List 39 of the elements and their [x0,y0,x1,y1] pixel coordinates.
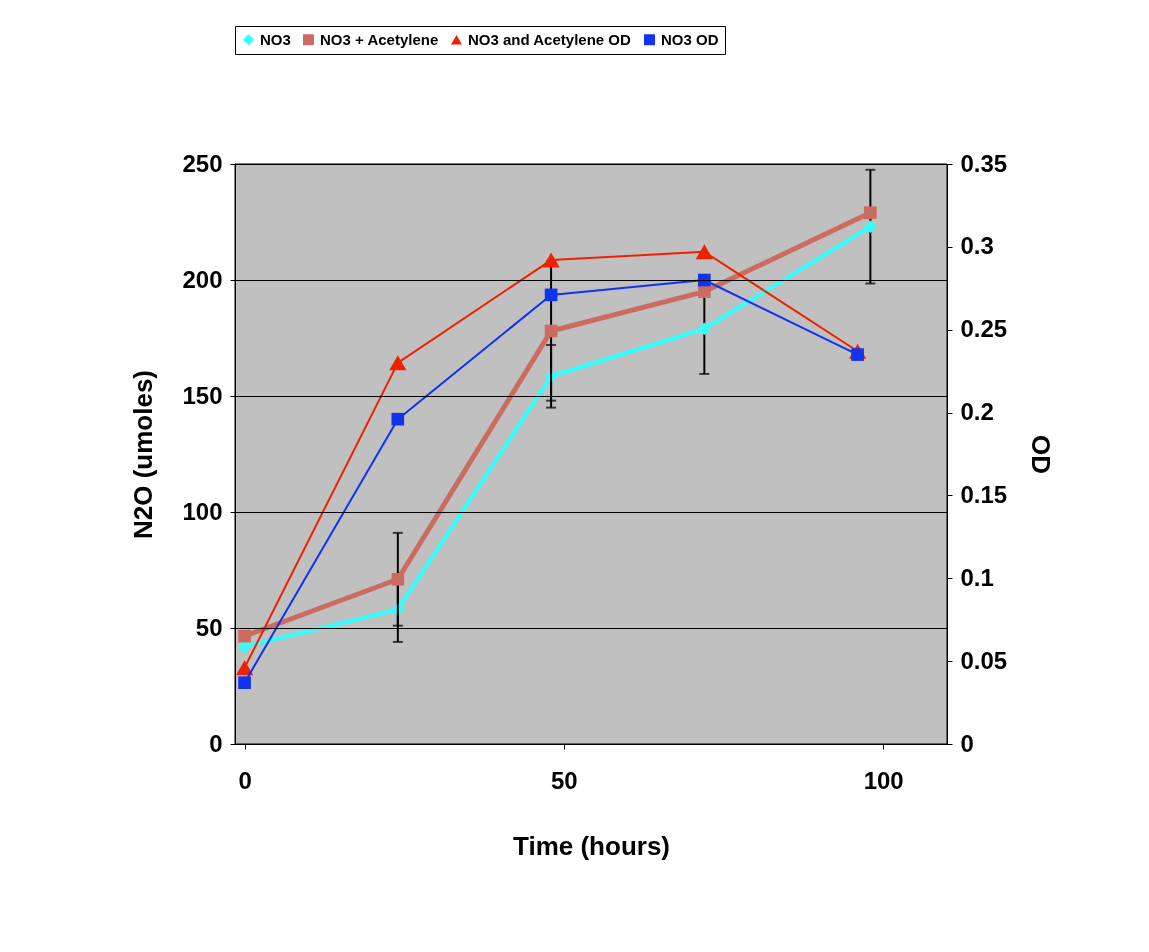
y-axis-title: N2O (umoles) [128,369,159,540]
y2-tick-label: 0.3 [960,232,994,260]
point [238,676,251,690]
y-tick-label: 250 [182,149,223,177]
y2-tick-label: 0.2 [960,398,994,426]
legend-label: NO3 OD [661,30,719,48]
point [391,412,405,426]
y2-tick-label: 0.25 [960,315,1008,343]
point [235,660,254,676]
point [695,244,714,260]
point [542,252,560,268]
y-tick-label: 200 [182,265,223,293]
y-tick-label: 50 [195,613,223,641]
y2-tick-label: 0.35 [960,149,1008,177]
point [238,629,251,643]
y-tick-label: 150 [182,381,223,409]
point [864,220,877,233]
y-tick-label: 0 [209,729,223,757]
x-tick-label: 50 [551,766,578,794]
point [389,355,407,371]
x-axis-title: Time (hours) [513,830,670,861]
point [544,288,558,302]
y2-tick-label: 0.1 [960,563,994,591]
y2-axis-title: OD [1026,435,1057,474]
point [698,273,711,287]
point [698,322,711,336]
legend-label: NO3 + Acetylene [320,30,439,48]
legend-label: NO3 and Acetylene OD [468,30,631,48]
x-tick-label: 0 [238,766,252,794]
legend-label: NO3 [260,30,291,48]
point [698,285,711,298]
point [544,324,558,338]
point [391,572,405,586]
y2-tick-label: 0.15 [960,480,1008,508]
y2-tick-label: 0.05 [960,646,1008,674]
y2-tick-label: 0 [960,729,974,757]
y-tick-label: 100 [182,497,223,525]
point [864,206,877,220]
x-tick-label: 100 [863,766,904,794]
